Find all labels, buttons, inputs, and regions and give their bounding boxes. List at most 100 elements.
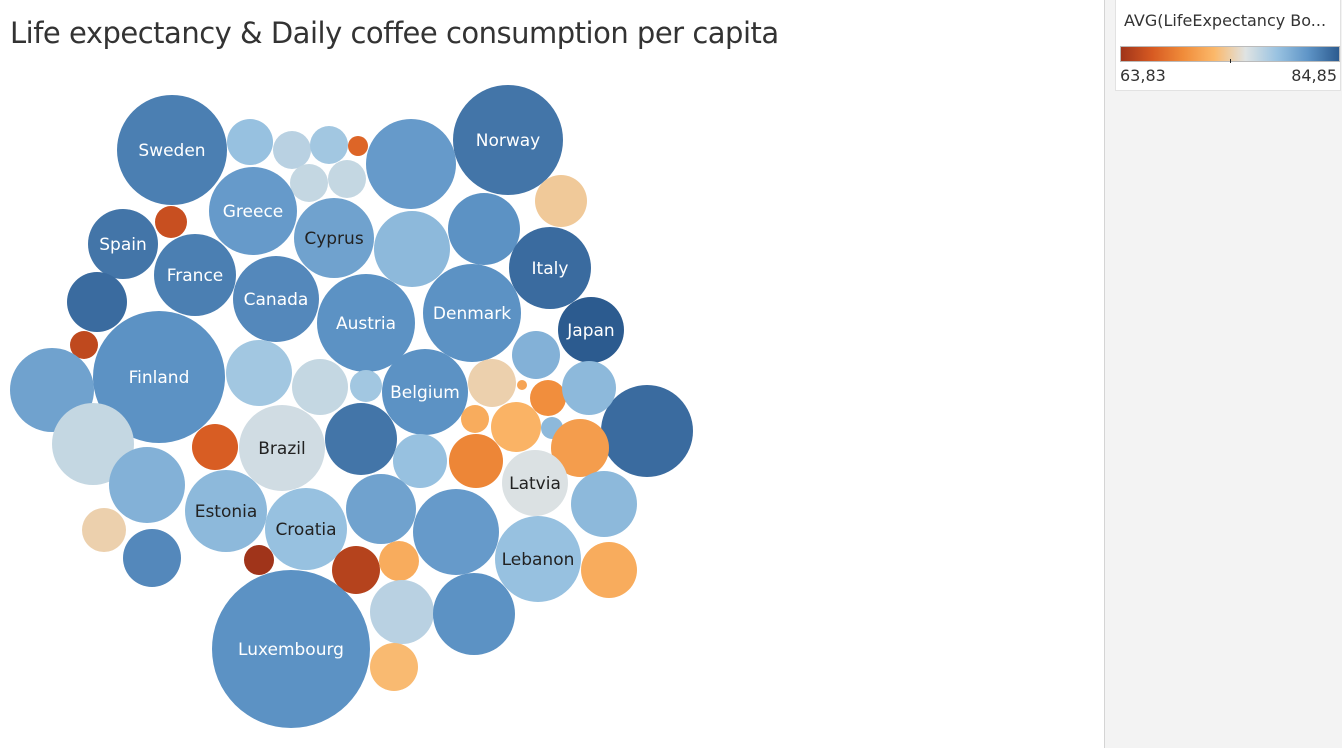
bubble[interactable] <box>379 541 419 581</box>
bubble-lebanon[interactable]: Lebanon <box>495 516 581 602</box>
bubble-cyprus[interactable]: Cyprus <box>294 198 374 278</box>
bubble-mark[interactable] <box>382 349 468 435</box>
bubble-italy[interactable]: Italy <box>509 227 591 309</box>
bubble[interactable] <box>461 405 489 433</box>
bubble-mark[interactable] <box>212 570 370 728</box>
bubble[interactable] <box>325 403 397 475</box>
bubble[interactable] <box>226 340 292 406</box>
bubble-mark[interactable] <box>448 193 520 265</box>
bubble-mark[interactable] <box>226 340 292 406</box>
bubble-mark[interactable] <box>350 370 382 402</box>
bubble-spain[interactable]: Spain <box>88 209 158 279</box>
bubble[interactable] <box>310 126 348 164</box>
bubble-mark[interactable] <box>517 380 527 390</box>
bubble-mark[interactable] <box>366 119 456 209</box>
bubble-mark[interactable] <box>370 643 418 691</box>
bubble-mark[interactable] <box>325 403 397 475</box>
bubble-mark[interactable] <box>423 264 521 362</box>
bubble[interactable] <box>155 206 187 238</box>
bubble[interactable] <box>292 359 348 415</box>
bubble-mark[interactable] <box>562 361 616 415</box>
bubble-mark[interactable] <box>185 470 267 552</box>
bubble-mark[interactable] <box>453 85 563 195</box>
bubble[interactable] <box>109 447 185 523</box>
bubble[interactable] <box>123 529 181 587</box>
bubble[interactable] <box>562 361 616 415</box>
bubble-mark[interactable] <box>468 359 516 407</box>
bubble-mark[interactable] <box>192 424 238 470</box>
bubble[interactable] <box>70 331 98 359</box>
bubble-mark[interactable] <box>370 580 434 644</box>
bubble[interactable] <box>366 119 456 209</box>
bubble[interactable] <box>491 402 541 452</box>
bubble-canada[interactable]: Canada <box>233 256 319 342</box>
bubble[interactable] <box>328 160 366 198</box>
bubble[interactable] <box>571 471 637 537</box>
bubble[interactable] <box>290 164 328 202</box>
bubble-denmark[interactable]: Denmark <box>423 264 521 362</box>
bubble-mark[interactable] <box>244 545 274 575</box>
bubble-mark[interactable] <box>88 209 158 279</box>
bubble[interactable] <box>370 643 418 691</box>
bubble-mark[interactable] <box>495 516 581 602</box>
bubble[interactable] <box>530 380 566 416</box>
bubble-mark[interactable] <box>601 385 693 477</box>
bubble-belgium[interactable]: Belgium <box>382 349 468 435</box>
bubble-mark[interactable] <box>209 167 297 255</box>
bubble[interactable] <box>601 385 693 477</box>
bubble-mark[interactable] <box>82 508 126 552</box>
bubble-mark[interactable] <box>551 419 609 477</box>
bubble-brazil[interactable]: Brazil <box>239 405 325 491</box>
bubble[interactable] <box>433 573 515 655</box>
bubble[interactable] <box>393 434 447 488</box>
bubble-mark[interactable] <box>233 256 319 342</box>
bubble-mark[interactable] <box>239 405 325 491</box>
bubble[interactable] <box>244 545 274 575</box>
bubble[interactable] <box>82 508 126 552</box>
bubble[interactable] <box>448 193 520 265</box>
bubble[interactable] <box>348 136 368 156</box>
bubble[interactable] <box>551 419 609 477</box>
bubble-mark[interactable] <box>265 488 347 570</box>
bubble-mark[interactable] <box>502 450 568 516</box>
bubble[interactable] <box>535 175 587 227</box>
bubble[interactable] <box>468 359 516 407</box>
bubble[interactable] <box>581 542 637 598</box>
bubble-mark[interactable] <box>93 311 225 443</box>
bubble-mark[interactable] <box>154 234 236 316</box>
bubble-mark[interactable] <box>571 471 637 537</box>
bubble-mark[interactable] <box>67 272 127 332</box>
bubble[interactable] <box>449 434 503 488</box>
bubble-mark[interactable] <box>227 119 273 165</box>
bubble-croatia[interactable]: Croatia <box>265 488 347 570</box>
bubble-mark[interactable] <box>535 175 587 227</box>
color-legend[interactable]: AVG(LifeExpectancy Bo... 63,83 84,85 <box>1115 0 1341 91</box>
bubble-mark[interactable] <box>530 380 566 416</box>
bubble-mark[interactable] <box>294 198 374 278</box>
bubble-japan[interactable]: Japan <box>558 297 624 363</box>
bubble-estonia[interactable]: Estonia <box>185 470 267 552</box>
bubble-luxembourg[interactable]: Luxembourg <box>212 570 370 728</box>
bubble-mark[interactable] <box>346 474 416 544</box>
bubble[interactable] <box>273 131 311 169</box>
bubble-mark[interactable] <box>117 95 227 205</box>
bubble[interactable] <box>517 380 527 390</box>
bubble-mark[interactable] <box>310 126 348 164</box>
bubble-latvia[interactable]: Latvia <box>502 450 568 516</box>
bubble[interactable] <box>227 119 273 165</box>
bubble[interactable] <box>374 211 450 287</box>
bubble-mark[interactable] <box>433 573 515 655</box>
bubble[interactable] <box>413 489 499 575</box>
bubble-mark[interactable] <box>558 297 624 363</box>
bubble-mark[interactable] <box>374 211 450 287</box>
bubble-sweden[interactable]: Sweden <box>117 95 227 205</box>
bubble-mark[interactable] <box>70 331 98 359</box>
bubble[interactable] <box>346 474 416 544</box>
bubble-mark[interactable] <box>461 405 489 433</box>
bubble-mark[interactable] <box>328 160 366 198</box>
bubble-mark[interactable] <box>348 136 368 156</box>
bubble-mark[interactable] <box>332 546 380 594</box>
bubble-mark[interactable] <box>581 542 637 598</box>
bubble-mark[interactable] <box>509 227 591 309</box>
bubble[interactable] <box>370 580 434 644</box>
